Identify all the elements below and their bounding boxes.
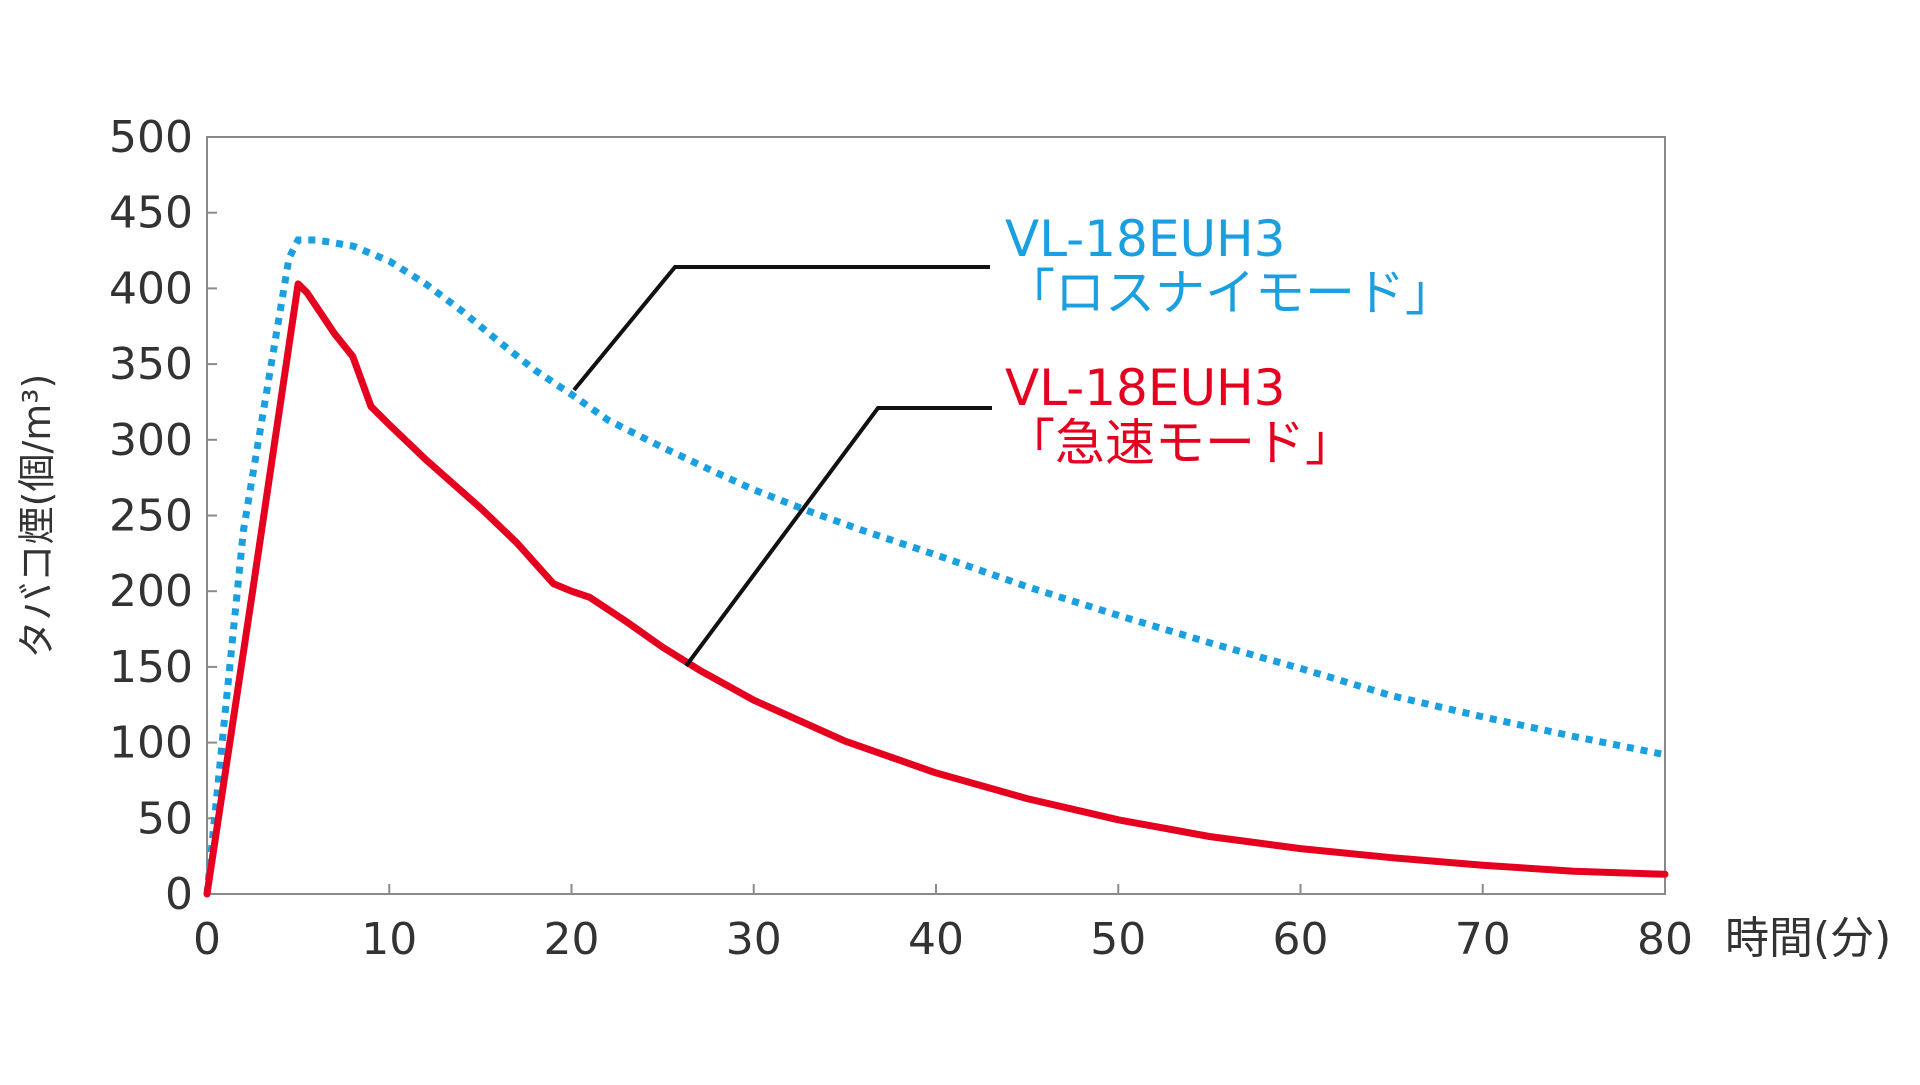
legend-rapid-line2: 「急速モード」: [1005, 414, 1355, 472]
y-tick-label: 300: [109, 415, 193, 466]
x-tick-label: 80: [1637, 914, 1693, 965]
legend-lossnay-line1: VL-18EUH3: [1005, 210, 1285, 268]
x-tick-label: 70: [1455, 914, 1511, 965]
legend-lossnay-line2: 「ロスナイモード」: [1005, 264, 1455, 322]
leader-line-lossnay: [572, 265, 990, 392]
y-tick-label: 350: [109, 339, 193, 390]
y-tick-label: 150: [109, 642, 193, 693]
series-lossnay-line: [203, 236, 1666, 895]
x-tick-label: 60: [1273, 914, 1329, 965]
x-axis-title: 時間(分): [1725, 913, 1891, 964]
y-tick-label: 250: [109, 491, 193, 542]
x-tick-label: 20: [544, 914, 600, 965]
x-tick-label: 10: [361, 914, 417, 965]
y-tick-label: 50: [137, 793, 193, 844]
x-tick-label: 50: [1090, 914, 1146, 965]
x-tick-label: 30: [726, 914, 782, 965]
leader-line-rapid: [684, 406, 992, 668]
x-tick-label: 0: [193, 914, 221, 965]
y-tick-label: 0: [165, 869, 193, 920]
y-tick-label: 500: [109, 112, 193, 163]
x-tick-label: 40: [908, 914, 964, 965]
y-tick-label: 200: [109, 566, 193, 617]
plot-frame: [206, 136, 1666, 895]
y-tick-label: 450: [109, 188, 193, 239]
y-axis-title: タバコ煙(個/m³): [15, 374, 59, 659]
y-tick-label: 400: [109, 263, 193, 314]
series-rapid-line: [203, 280, 1669, 898]
legend-rapid-line1: VL-18EUH3: [1005, 359, 1285, 417]
y-tick-label: 100: [109, 718, 193, 769]
